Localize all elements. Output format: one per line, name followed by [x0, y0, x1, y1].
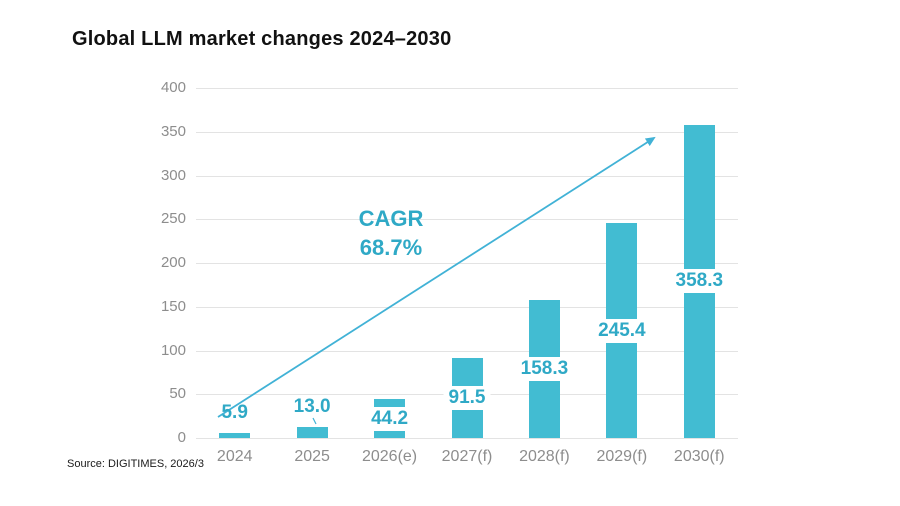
- cagr-value: 68.7%: [359, 235, 423, 260]
- source-note: Source: DIGITIMES, 2026/3: [67, 458, 204, 470]
- x-tick-label-2028(f): 2028(f): [519, 448, 570, 465]
- y-tick-label-50: 50: [169, 385, 186, 403]
- gridline-150: [196, 306, 738, 308]
- cagr-label: CAGR: [358, 206, 424, 231]
- value-label-2024: 5.9: [221, 401, 248, 423]
- y-tick-label-400: 400: [160, 79, 186, 96]
- label-leader-2025: [312, 417, 317, 425]
- gridline-400: [196, 88, 738, 89]
- gridline-300: [196, 175, 738, 177]
- x-tick-label-2030(f): 2030(f): [673, 448, 725, 465]
- y-tick-label-150: 150: [160, 297, 186, 315]
- value-label-2030(f): 358.3: [670, 269, 729, 294]
- cagr-trend-arrow: [217, 136, 656, 418]
- gridline-100: [196, 350, 738, 352]
- trend-arrow-layer: [217, 136, 656, 425]
- y-tick-label-0: 0: [177, 429, 186, 446]
- y-tick-label-350: 350: [160, 122, 186, 140]
- value-label-2029(f): 245.4: [593, 318, 651, 343]
- x-tick-label-2025: 2025: [294, 448, 330, 465]
- value-label-2025: 13.0: [293, 395, 331, 417]
- x-tick-label-2026(e): 2026(e): [361, 448, 418, 465]
- cagr-annotation: CAGR 68.7%: [321, 204, 461, 262]
- plot-area: CAGR 68.7% 0 50 100 150 200 250 300 350 400 2024 5…: [161, 79, 738, 465]
- gridline-250: [196, 219, 738, 221]
- y-tick-label-300: 300: [160, 166, 186, 184]
- x-tick-label-2029(f): 2029(f): [596, 448, 648, 465]
- value-label-2026(e): 44.2: [366, 406, 414, 431]
- value-label-2027(f): 91.5: [443, 385, 491, 410]
- value-label-2028(f): 158.3: [515, 356, 574, 381]
- gridline-0: [196, 438, 738, 439]
- chart-title: Global LLM market changes 2024–2030: [72, 28, 452, 50]
- y-tick-label-250: 250: [160, 210, 186, 228]
- x-tick-label-2024: 2024: [216, 448, 253, 465]
- x-tick-label-2027(f): 2027(f): [441, 448, 493, 465]
- gridline-200: [196, 263, 738, 264]
- y-tick-label-100: 100: [160, 341, 186, 359]
- bar-2024: [219, 432, 251, 438]
- gridline-350: [196, 131, 738, 133]
- bar-2025: [296, 426, 328, 438]
- y-tick-label-200: 200: [160, 254, 186, 271]
